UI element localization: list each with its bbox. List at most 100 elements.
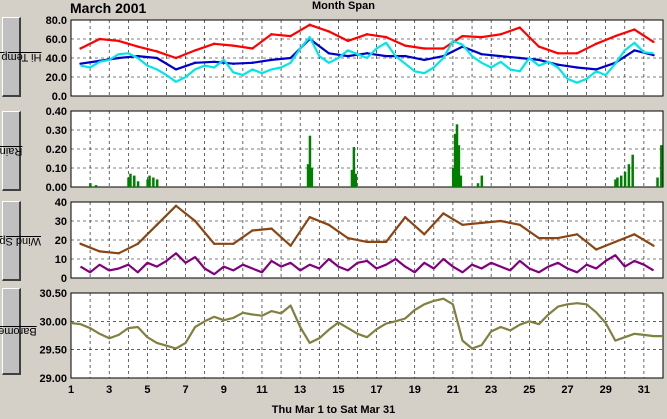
rain-ytick-label: 0.40 [46, 106, 67, 118]
temperature-point [79, 62, 82, 65]
barometer-ytick-label: 30.50 [39, 288, 67, 300]
wind-point [327, 223, 331, 226]
temperature-point [270, 58, 273, 62]
barometer-ytick-label: 30.00 [39, 316, 67, 328]
rain-bar [619, 175, 623, 187]
wind-ytick-label: 10 [55, 254, 67, 266]
temperature-point [251, 61, 254, 64]
wind-point [461, 223, 464, 226]
temperature-point [365, 33, 369, 36]
temperature-point [193, 49, 197, 52]
wind-point [117, 252, 120, 255]
barometer-xtick-label: 21 [447, 384, 459, 396]
barometer-ytick-label: 29.00 [39, 373, 67, 385]
rain-bar [451, 168, 455, 187]
barometer-xtick-label: 9 [221, 384, 227, 396]
temperature-point [594, 42, 598, 45]
temperature-point [193, 61, 197, 64]
temperature-point [270, 33, 273, 36]
rain-button[interactable]: Rain [0, 111, 22, 191]
rain-bar [623, 171, 627, 187]
wind-ytick-label: 20 [55, 235, 67, 247]
temperature-point [213, 42, 216, 45]
barometer-xtick-label: 15 [332, 384, 344, 396]
rain-chart: 0.00 0.10 0.20 0.30 0.40 [46, 106, 664, 194]
temperature-point [423, 47, 426, 50]
temperature-point [499, 33, 502, 36]
rain-ytick-label: 0.00 [46, 182, 67, 194]
temperature-point [174, 56, 178, 60]
barometer-xtick-label: 17 [370, 384, 382, 396]
wind-point [499, 219, 502, 223]
temperature-point [384, 54, 388, 58]
date-range-label: Thu Mar 1 to Sat Mar 31 [271, 404, 396, 416]
rain-bar [350, 169, 354, 187]
rain-bar [631, 154, 634, 187]
temperature-point [232, 44, 235, 47]
temperature-point [442, 47, 445, 50]
rain-bar [129, 173, 132, 187]
rain-bar [133, 175, 136, 187]
rain-bar [480, 175, 484, 187]
wind-speed-button[interactable]: Wind Speed [0, 201, 41, 281]
temperature-point [537, 45, 541, 48]
barometer-xtick-label: 11 [256, 384, 268, 396]
temperature-ytick-label: 60.0 [46, 34, 67, 46]
temperature-point [575, 52, 579, 55]
rain-bar [354, 173, 358, 187]
temperature-point [155, 50, 159, 53]
wind-point [155, 223, 159, 226]
temperature-point [614, 34, 617, 38]
wind-point [556, 236, 560, 240]
rain-bar [455, 124, 459, 187]
temperature-ytick-label: 80.0 [46, 15, 67, 27]
temperature-point [652, 40, 655, 44]
temperature-point [308, 23, 311, 26]
temperature-point [384, 35, 388, 39]
temperature-ytick-label: 40.0 [46, 53, 67, 65]
barometer-xtick-label: 13 [294, 384, 306, 396]
temperature-point [232, 62, 235, 65]
wind-point [384, 240, 388, 244]
barometer-series-barometer [70, 297, 663, 350]
rain-bar [453, 133, 457, 187]
temperature-point [499, 54, 502, 58]
rain-bar [127, 177, 130, 187]
temperature-point [480, 35, 483, 39]
wind-point [423, 233, 426, 236]
hi-temp-out-button[interactable]: Hi Temp Out [0, 17, 41, 97]
wind-series-wind [79, 252, 655, 276]
wind-point [537, 236, 541, 240]
temperature-point [633, 49, 636, 52]
temperature-point [423, 58, 426, 62]
barometer-button[interactable]: Barometer [0, 288, 37, 375]
rain-bar [459, 175, 463, 187]
page-subtitle: Month Span [312, 0, 375, 12]
temperature-point [289, 34, 292, 38]
temperature-point [556, 52, 560, 55]
rain-bar [352, 147, 356, 187]
wind-point [346, 236, 350, 240]
temperature-point [98, 37, 101, 41]
wind-point [403, 216, 407, 219]
wind-point [289, 244, 292, 247]
temperature-point [79, 47, 82, 50]
rain-bar [457, 145, 461, 187]
barometer-xtick-label: 1 [68, 384, 74, 396]
wind-point [594, 248, 598, 251]
barometer-xtick-label: 5 [144, 384, 150, 396]
temperature-point [403, 54, 407, 58]
wind-point [652, 244, 655, 247]
temperature-point [518, 26, 521, 29]
wind-point [136, 242, 140, 245]
temperature-point [117, 56, 120, 60]
wind-point [518, 223, 521, 226]
wind-point [308, 216, 311, 219]
rain-bar [148, 175, 151, 187]
wind-point [270, 227, 273, 230]
temperature-point [213, 60, 216, 63]
barometer-plot-area [70, 292, 664, 379]
wind-point [79, 242, 82, 245]
barometer-xtick-label: 25 [523, 384, 535, 396]
